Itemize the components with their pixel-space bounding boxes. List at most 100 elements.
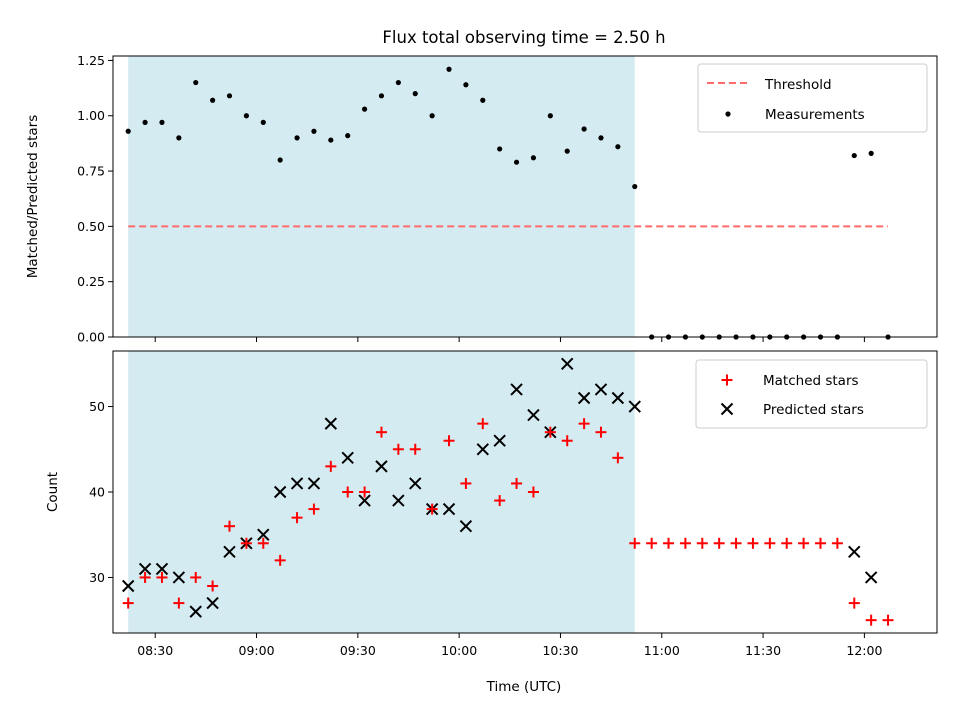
matched-point — [696, 537, 708, 549]
matched-point — [139, 571, 151, 583]
measurement-point — [598, 135, 604, 141]
predicted-point — [324, 417, 338, 430]
x-tick-label: 09:30 — [340, 643, 376, 658]
matched-point — [257, 537, 269, 549]
predicted-point — [138, 562, 152, 576]
observing-window-shade — [128, 351, 635, 633]
measurement-point — [564, 148, 570, 154]
y-axis-label: Matched/Predicted stars — [25, 115, 41, 278]
predicted-point — [172, 571, 186, 584]
matched-point — [274, 554, 286, 566]
predicted-point — [409, 477, 422, 490]
predicted-point — [223, 545, 236, 559]
measurement-point — [328, 137, 334, 143]
x-tick-label: 10:00 — [441, 643, 477, 658]
predicted-point — [307, 477, 321, 490]
measurement-point — [277, 157, 283, 163]
legend-box — [695, 359, 928, 429]
predicted-point — [358, 494, 371, 507]
predicted-point — [155, 562, 169, 576]
measurement-point — [125, 128, 131, 134]
y-tick-label: 0.00 — [77, 330, 105, 345]
y-tick-label: 40 — [89, 485, 105, 500]
matched-point — [409, 443, 421, 455]
bottom-legend: Matched stars Predicted stars — [695, 359, 928, 429]
measurement-point — [294, 135, 300, 141]
legend-measurements-label: Measurements — [765, 107, 865, 123]
measurement-point — [632, 183, 638, 190]
measurement-point — [497, 146, 503, 152]
measurement-point — [395, 79, 401, 86]
matched-point — [679, 537, 691, 549]
predicted-point — [459, 519, 473, 533]
measurement-point — [530, 155, 537, 161]
x-tick-label: 09:00 — [239, 643, 275, 658]
top-legend: Threshold Measurements — [697, 63, 928, 133]
matched-point — [544, 426, 556, 438]
predicted-point — [594, 383, 608, 396]
x-axis-label: Time (UTC) — [486, 679, 562, 695]
matched-point — [426, 503, 438, 515]
matched-point — [730, 537, 742, 549]
measurement-point — [260, 119, 266, 125]
matched-point — [460, 477, 472, 489]
matched-point — [325, 460, 337, 472]
matched-point — [831, 537, 843, 549]
predicted-point — [392, 494, 405, 507]
x-tick-label: 11:00 — [644, 643, 680, 658]
predicted-point — [273, 485, 287, 499]
measurement-point — [868, 150, 874, 156]
matched-point — [173, 597, 185, 609]
matched-point — [291, 512, 303, 524]
predicted-point — [493, 434, 506, 447]
measurement-point — [159, 119, 165, 125]
matched-point — [595, 426, 607, 438]
legend-threshold-label: Threshold — [764, 77, 832, 93]
measurement-point — [311, 128, 317, 134]
legend-predicted-swatch — [720, 402, 734, 416]
predicted-point — [611, 391, 625, 405]
matched-point — [713, 537, 725, 549]
matched-point — [392, 443, 404, 455]
predicted-point — [189, 605, 202, 618]
matched-point — [848, 597, 860, 609]
predicted-point — [510, 383, 523, 396]
predicted-point — [206, 596, 219, 610]
matched-point — [477, 418, 489, 430]
measurement-point — [412, 91, 418, 97]
y-tick-label: 30 — [89, 570, 105, 585]
bottom-panel: 30 40 50 08:30 09:00 09:30 10:00 10:30 11:00 11:3… — [45, 350, 938, 695]
measurement-point — [142, 119, 148, 125]
measurement-point — [513, 159, 520, 165]
top-axes-frame — [112, 55, 938, 338]
matched-point — [511, 477, 523, 489]
measurement-point — [463, 82, 469, 88]
matched-point — [612, 452, 624, 464]
measurement-point — [446, 66, 452, 72]
matched-point — [224, 520, 236, 532]
matched-point — [494, 495, 506, 507]
matched-point — [578, 418, 590, 430]
x-tick-label: 10:30 — [542, 643, 578, 658]
measurement-point — [193, 79, 199, 86]
predicted-point — [864, 571, 878, 584]
measurement-point — [345, 133, 351, 139]
matched-point — [764, 537, 776, 549]
matched-point — [781, 537, 793, 549]
matched-point — [798, 537, 810, 549]
x-tick-label: 08:30 — [137, 643, 173, 658]
measurement-point — [361, 106, 368, 112]
y-tick-label: 1.25 — [77, 53, 105, 68]
matched-point — [156, 571, 168, 583]
matched-point — [527, 486, 539, 498]
matched-point — [443, 435, 455, 447]
y-tick-label: 0.75 — [77, 164, 105, 179]
predicted-point — [121, 579, 135, 593]
measurement-point — [480, 97, 486, 103]
predicted-point — [442, 502, 456, 516]
predicted-point — [561, 357, 574, 371]
x-tick-label: 12:00 — [846, 643, 882, 658]
matched-point — [207, 580, 219, 592]
matched-point — [882, 614, 894, 626]
measurement-point — [615, 144, 621, 150]
